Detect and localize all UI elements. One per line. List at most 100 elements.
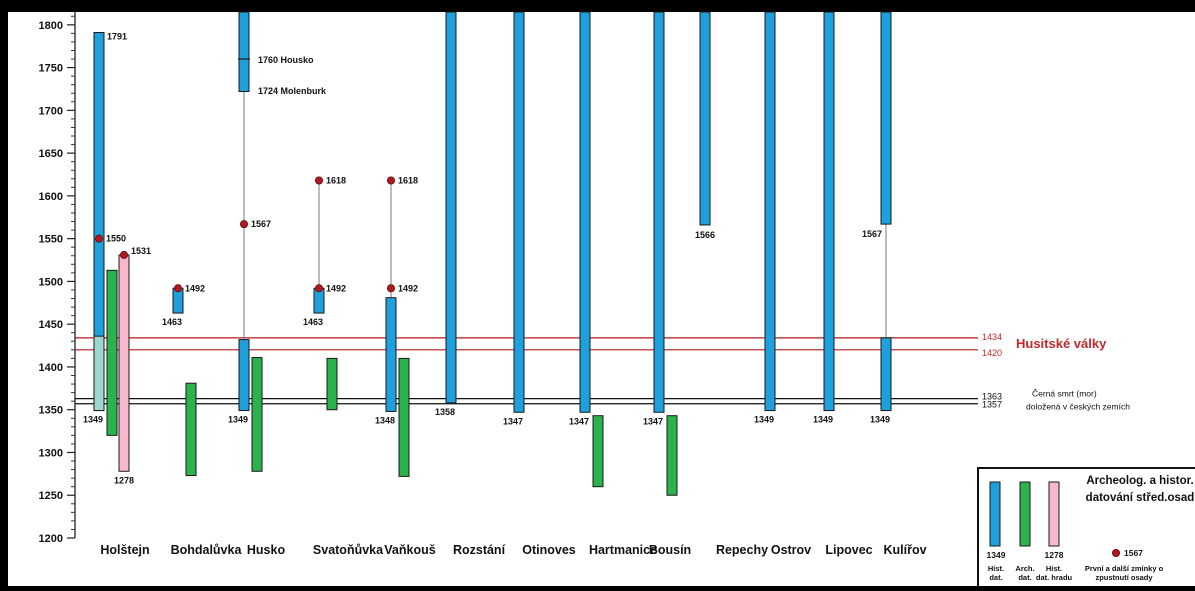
category-label: Repechy (716, 543, 768, 557)
legend-castle-caption-2: dat. hradu (1036, 573, 1073, 582)
legend-point-value: 1567 (1124, 548, 1143, 558)
hist-start-label: 1347 (643, 416, 663, 426)
plague-label-line-1: Černá smrt (mor) (1032, 389, 1097, 399)
hist-start-label: 1349 (754, 415, 774, 425)
point-label: 1492 (398, 283, 418, 293)
castle-end-label: 1531 (131, 246, 151, 256)
legend-castle-caption-1: Hist. (1046, 564, 1062, 573)
legend-point-caption-1: První a další zmínky o (1085, 564, 1164, 573)
legend-point-marker (1112, 549, 1121, 558)
hist-dating-bar (445, 11, 457, 404)
point-label: 1492 (326, 283, 346, 293)
category-label: Lipovec (825, 543, 872, 557)
y-tick-label: 1700 (39, 105, 63, 117)
legend-box (977, 467, 1195, 591)
plague-start-label: 1357 (982, 400, 1002, 410)
hist-dating-bar (385, 297, 397, 412)
y-tick-label: 1250 (39, 490, 63, 502)
hist-start-label: 1463 (303, 317, 323, 327)
legend-point-caption-2: zpustnutí osady (1095, 573, 1153, 582)
category-label: Bohdalůvka (171, 543, 243, 557)
mention-point (314, 176, 323, 185)
category-label: Svatoňůvka (313, 543, 384, 557)
point-label: 1492 (185, 283, 205, 293)
y-tick-label: 1750 (39, 63, 63, 75)
y-tick-label: 1600 (39, 191, 63, 203)
mention-point (239, 220, 248, 229)
plague-end-label: 1363 (982, 392, 1002, 402)
legend-arch-caption-2: dat. (1018, 573, 1031, 582)
hist-start-label: 1347 (569, 416, 589, 426)
mention-point (314, 284, 323, 293)
point-label: 1550 (106, 234, 126, 244)
hist-dating-bar (880, 337, 892, 412)
mention-point (173, 284, 182, 293)
castle-start-label: 1278 (114, 475, 134, 485)
point-label: 1618 (326, 175, 346, 185)
hist-end-label: 1567 (862, 229, 882, 239)
y-tick-label: 1650 (39, 148, 63, 160)
category-label: Hartmanice (589, 543, 657, 557)
arch-dating-bar (106, 269, 118, 436)
y-tick-label: 1500 (39, 276, 63, 288)
y-tick-label: 1800 (39, 20, 63, 32)
annotation-label: 1724 Molenburk (258, 86, 327, 96)
arch-dating-bar (326, 357, 338, 411)
hist-start-label: 1349 (83, 415, 103, 425)
legend-title-line-1: Archeolog. a histor. (1086, 475, 1193, 487)
hist-dating-bar (238, 339, 250, 412)
hist-start-label: 1349 (228, 415, 248, 425)
hist-start-label: 1358 (435, 407, 455, 417)
mention-point (386, 284, 395, 293)
plague-label-line-2: doložená v českých zemích (1026, 402, 1130, 412)
hist-dating-bar (823, 11, 835, 412)
hist-end-label: 1566 (695, 230, 715, 240)
hussite-wars-label: Husitské války (1016, 336, 1107, 351)
arch-dating-bar (398, 357, 410, 477)
y-tick-label: 1350 (39, 405, 63, 417)
legend-hist-caption-2: dat. (989, 573, 1002, 582)
annotation-label: 1760 Housko (258, 55, 314, 65)
legend-title-line-2: datování střed.osad (1086, 492, 1195, 504)
y-tick-label: 1300 (39, 447, 63, 459)
arch-dating-bar (185, 382, 197, 477)
legend-arch-caption-1: Arch. (1015, 564, 1034, 573)
hist-dating-bar (238, 11, 250, 93)
category-label: Vaňkouš (384, 543, 435, 557)
hist-dating-bar (579, 11, 591, 413)
chart-area: 1200 1250 1300 1350 1400 1450 1500 1550 1600 1650… (8, 11, 1195, 591)
hist-start-label: 1349 (813, 415, 833, 425)
category-label: Bousín (649, 543, 691, 557)
legend-hist-value: 1349 (987, 550, 1006, 560)
mention-point (95, 234, 104, 243)
hist-start-label: 1348 (375, 415, 395, 425)
hussite-end-label: 1434 (982, 332, 1002, 342)
castle-dating-bar (118, 254, 130, 472)
category-label: Otinoves (522, 543, 576, 557)
point-label: 1567 (251, 219, 271, 229)
settlement-dating-chart: 1200 1250 1300 1350 1400 1450 1500 1550 1600 1650… (39, 11, 1195, 591)
hist-start-label: 1463 (162, 317, 182, 327)
hist-dating-bar (880, 11, 892, 225)
category-label: Holštejn (100, 543, 149, 557)
y-tick-label: 1200 (39, 533, 63, 545)
hist-dating-bar (653, 11, 665, 413)
mention-point (120, 250, 129, 259)
hist-dating-bar-light (93, 335, 105, 412)
y-tick-label: 1550 (39, 234, 63, 246)
category-label: Kulířov (883, 543, 926, 557)
hist-end-label: 1791 (107, 32, 127, 42)
hist-dating-bar (699, 11, 711, 226)
y-tick-label: 1400 (39, 362, 63, 374)
mention-point (386, 176, 395, 185)
y-tick-label: 1450 (39, 319, 63, 331)
arch-dating-bar (592, 415, 604, 488)
category-label: Ostrov (771, 543, 811, 557)
arch-dating-bar (251, 357, 263, 472)
category-label: Husko (247, 543, 286, 557)
category-label: Rozstání (453, 543, 506, 557)
legend-arch-swatch (1019, 481, 1031, 547)
hist-dating-bar (764, 11, 776, 412)
point-label: 1618 (398, 175, 418, 185)
arch-dating-bar (666, 415, 678, 496)
